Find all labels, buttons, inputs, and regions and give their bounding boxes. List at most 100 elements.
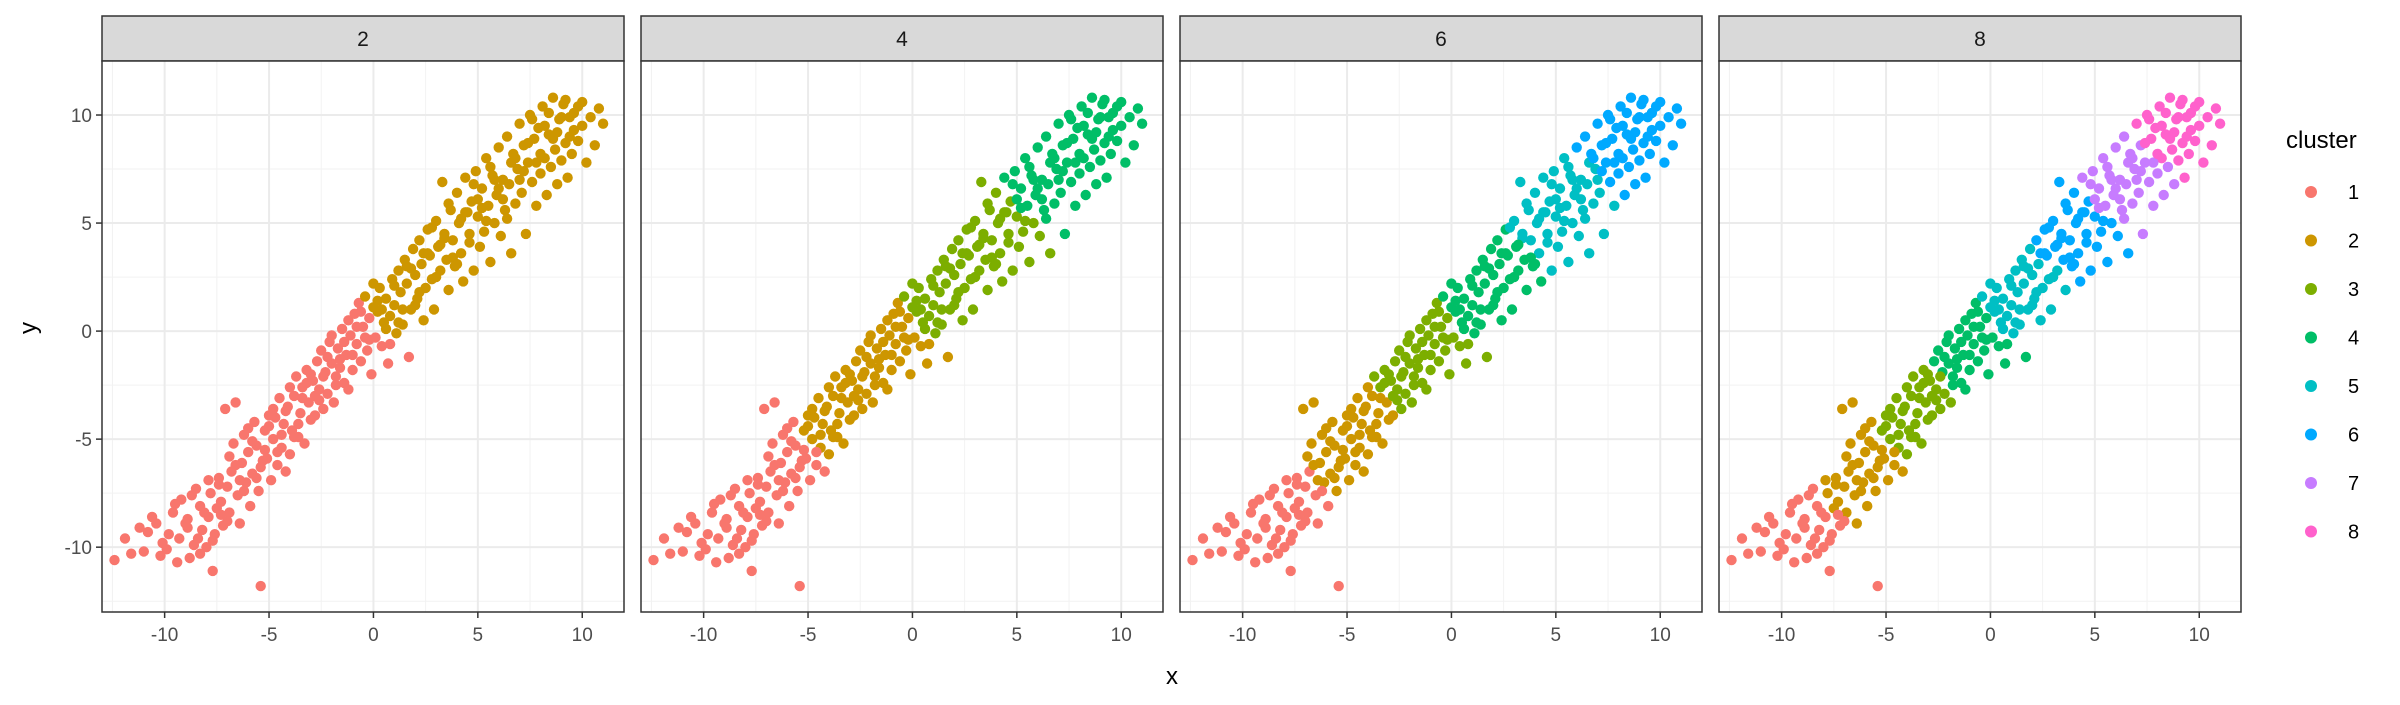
data-point xyxy=(1302,451,1313,462)
data-point xyxy=(1333,462,1344,473)
data-point xyxy=(407,243,419,255)
data-point xyxy=(1640,172,1651,183)
data-point xyxy=(869,379,881,391)
data-point xyxy=(288,431,300,443)
data-point xyxy=(827,431,839,443)
data-point xyxy=(798,444,810,456)
data-point xyxy=(1479,278,1491,289)
data-point xyxy=(345,330,356,341)
data-point xyxy=(1573,230,1585,242)
data-point xyxy=(2131,174,2142,185)
data-point xyxy=(1878,453,1890,464)
data-point xyxy=(1362,382,1374,393)
data-point xyxy=(1011,194,1022,205)
data-point xyxy=(1623,161,1635,173)
data-point xyxy=(1431,297,1443,309)
data-point xyxy=(322,388,333,399)
data-point xyxy=(447,235,458,246)
data-point xyxy=(2089,211,2100,222)
data-point xyxy=(201,542,212,553)
data-point xyxy=(890,321,901,332)
data-point xyxy=(531,200,542,211)
data-point xyxy=(1889,446,1900,458)
data-point xyxy=(353,297,364,309)
data-point xyxy=(556,112,567,123)
data-point xyxy=(702,529,713,540)
legend-label: 4 xyxy=(2348,328,2359,350)
data-point xyxy=(184,552,195,564)
data-point xyxy=(1559,153,1570,164)
data-point xyxy=(1387,410,1399,421)
data-point xyxy=(1891,392,1902,404)
y-tick-label: 10 xyxy=(71,106,92,127)
data-point xyxy=(2179,172,2190,183)
data-point xyxy=(2077,207,2088,218)
legend-label: 7 xyxy=(2348,473,2359,495)
data-point xyxy=(1396,403,1407,415)
data-point xyxy=(2160,107,2171,119)
data-point xyxy=(1634,155,1645,166)
data-point xyxy=(1038,204,1050,216)
data-point xyxy=(1960,384,1971,395)
facet-strip-label: 2 xyxy=(357,28,369,51)
data-point xyxy=(1726,554,1737,566)
data-point xyxy=(1563,161,1574,173)
data-point xyxy=(343,315,354,326)
data-point xyxy=(1496,315,1507,326)
x-tick-label: 10 xyxy=(572,625,593,646)
data-point xyxy=(1429,321,1440,332)
facet-strip-label: 6 xyxy=(1435,28,1447,51)
data-point xyxy=(1462,310,1474,322)
legend: cluster 1 2 3 4 5 6 7 8 xyxy=(2286,127,2359,544)
data-point xyxy=(389,280,400,291)
data-point xyxy=(1352,392,1363,404)
data-point xyxy=(1567,217,1578,229)
data-point xyxy=(1972,306,1984,317)
legend-entry: 3 xyxy=(2305,279,2359,301)
data-point xyxy=(1571,183,1582,194)
data-point xyxy=(1300,481,1311,492)
data-point xyxy=(1655,120,1666,131)
data-point xyxy=(1440,345,1451,356)
data-point xyxy=(1325,436,1336,447)
y-tick-label: -10 xyxy=(65,538,92,559)
data-point xyxy=(215,496,227,507)
data-point xyxy=(1824,535,1835,546)
data-point xyxy=(1830,479,1842,490)
data-point xyxy=(2035,248,2046,259)
data-point xyxy=(817,418,828,430)
data-point xyxy=(1644,148,1656,160)
data-point xyxy=(1425,349,1436,361)
data-point xyxy=(1128,140,1140,151)
data-point xyxy=(1187,554,1198,566)
data-point xyxy=(481,153,492,164)
data-point xyxy=(1040,213,1052,224)
legend-label: 1 xyxy=(2348,182,2359,204)
data-point xyxy=(957,248,968,259)
data-point xyxy=(1956,336,1967,348)
data-point xyxy=(1356,418,1367,430)
data-point xyxy=(2018,278,2030,289)
data-point xyxy=(347,364,358,376)
data-point xyxy=(403,351,415,363)
data-point xyxy=(1423,330,1434,341)
data-point xyxy=(272,459,283,471)
data-point xyxy=(393,265,404,276)
data-point xyxy=(472,211,483,222)
data-point xyxy=(1212,522,1223,533)
data-point xyxy=(1621,107,1633,119)
data-point xyxy=(911,295,922,306)
data-point xyxy=(2110,183,2121,194)
data-point xyxy=(1454,341,1466,352)
data-point xyxy=(362,345,373,356)
data-point xyxy=(259,444,271,456)
data-point xyxy=(1224,511,1236,523)
data-point xyxy=(2169,127,2180,138)
data-point xyxy=(932,265,943,276)
data-point xyxy=(1417,336,1428,348)
x-tick-label: -10 xyxy=(151,625,178,646)
data-point xyxy=(1554,202,1566,214)
data-point xyxy=(1931,395,1942,406)
